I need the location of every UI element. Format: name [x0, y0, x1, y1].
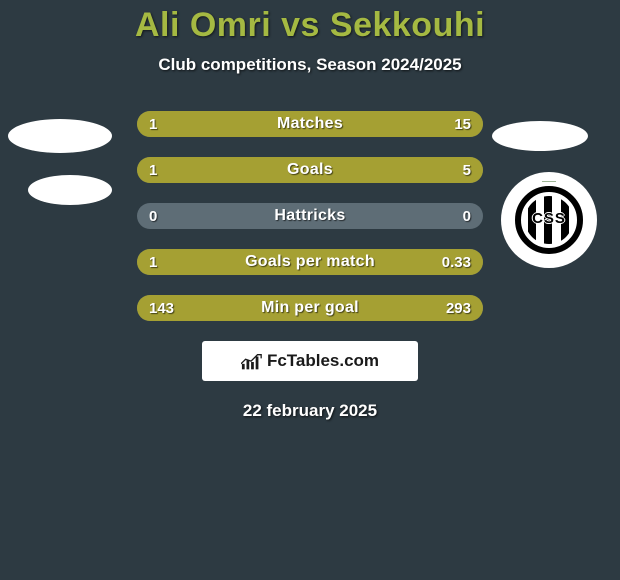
fctables-suffix: Tables.com	[287, 351, 379, 370]
stat-label: Goals	[137, 157, 483, 183]
stat-label: Matches	[137, 111, 483, 137]
stat-bar: 15Goals	[137, 157, 483, 183]
page-title: Ali Omri vs Sekkouhi	[0, 6, 620, 45]
stat-label: Hattricks	[137, 203, 483, 229]
date-text: 22 february 2025	[0, 401, 620, 421]
bar-chart-icon	[241, 353, 261, 369]
stat-bar: 10.33Goals per match	[137, 249, 483, 275]
stat-bar: 00Hattricks	[137, 203, 483, 229]
content-wrapper: Ali Omri vs Sekkouhi Club competitions, …	[0, 0, 620, 421]
fctables-text: FcTables.com	[267, 351, 379, 371]
comparison-bars: 115Matches 15Goals 00Hattricks 10.33Goals p…	[0, 111, 620, 321]
stat-bar: 115Matches	[137, 111, 483, 137]
fctables-prefix: Fc	[267, 351, 287, 370]
stat-bar: 143293Min per goal	[137, 295, 483, 321]
stat-label: Min per goal	[137, 295, 483, 321]
page-subtitle: Club competitions, Season 2024/2025	[0, 55, 620, 75]
fctables-badge[interactable]: FcTables.com	[202, 341, 418, 381]
stat-label: Goals per match	[137, 249, 483, 275]
